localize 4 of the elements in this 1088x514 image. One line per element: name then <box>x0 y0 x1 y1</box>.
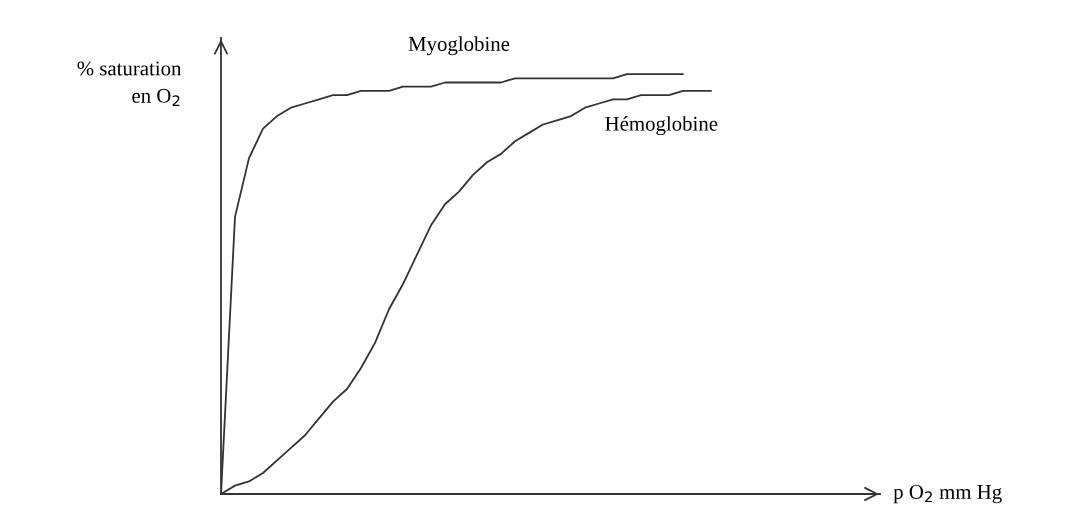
series-label: Hémoglobine <box>605 116 718 136</box>
y-axis-title: % saturation en O$_{2}$ <box>77 61 182 107</box>
series-label: Myoglobine <box>408 36 510 56</box>
text: p O$_{2}$ mm Hg <box>893 484 1002 504</box>
